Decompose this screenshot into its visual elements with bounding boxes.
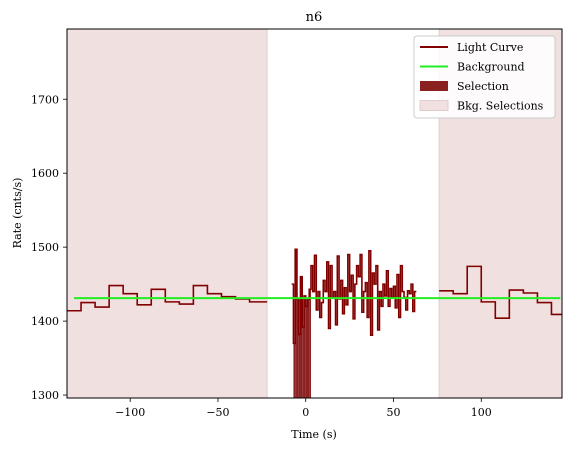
x-tick-label: 0 — [302, 406, 309, 419]
legend-label-bkg_selection: Bkg. Selections — [457, 100, 544, 113]
selection-bar-4 — [298, 334, 301, 398]
x-axis-label: Time (s) — [291, 428, 337, 441]
legend-box — [413, 35, 556, 119]
legend: Light Curve Background Selection Bkg. Selec… — [413, 35, 556, 119]
x-tick-label: −50 — [206, 406, 229, 419]
y-tick-label: 1600 — [31, 167, 59, 180]
axis-ticks: −100 −50 0 50 100 1300 1400 1500 1600 1700 — [31, 93, 492, 419]
y-tick-label: 1700 — [31, 93, 59, 106]
selection-bar-9 — [307, 298, 310, 398]
chart-title: n6 — [306, 10, 323, 25]
x-tick-label: 50 — [386, 406, 400, 419]
legend-label-light_curve: Light Curve — [457, 41, 523, 54]
light-curve-mid — [291, 248, 417, 345]
selection-bar-3 — [296, 298, 299, 398]
selection-bar-1 — [293, 343, 296, 398]
y-axis-label: Rate (cnts/s) — [11, 178, 24, 249]
selection-bar-8 — [305, 306, 308, 398]
light-curve-right — [439, 265, 562, 319]
x-tick-label: 100 — [471, 406, 492, 419]
selection-bar-5 — [300, 276, 303, 398]
legend-swatch-bkg_selection — [419, 100, 449, 111]
selection-bar-10 — [309, 289, 311, 398]
light-curve-left — [67, 284, 268, 312]
selection-bar-2 — [295, 249, 297, 398]
legend-label-selection: Selection — [457, 80, 509, 93]
y-tick-label: 1400 — [31, 315, 59, 328]
x-tick-label: −100 — [115, 406, 145, 419]
selection-bar-7 — [303, 295, 306, 398]
legend-swatch-selection — [420, 81, 448, 91]
y-tick-label: 1500 — [31, 241, 59, 254]
y-tick-label: 1300 — [31, 389, 59, 402]
legend-label-background: Background — [457, 61, 525, 74]
selection-bar-6 — [302, 327, 304, 398]
axes-frame — [66, 28, 563, 399]
bkg-selection-region-0 — [67, 29, 268, 398]
